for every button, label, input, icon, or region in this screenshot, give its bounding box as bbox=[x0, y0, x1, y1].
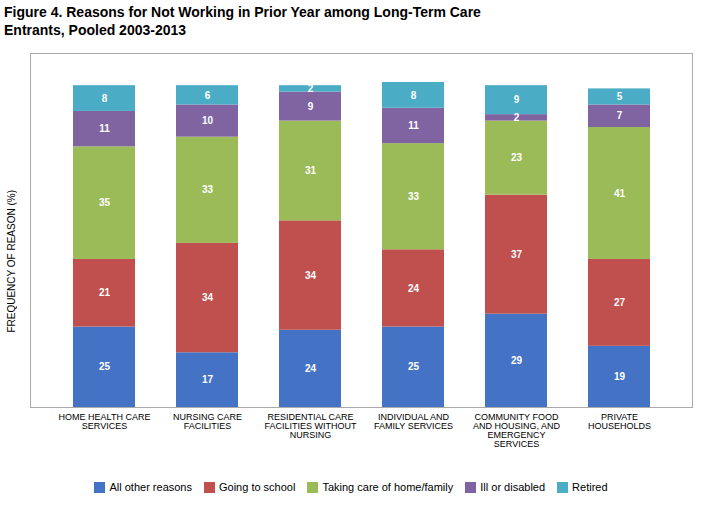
svg-text:2: 2 bbox=[308, 83, 314, 94]
svg-text:19: 19 bbox=[614, 371, 626, 382]
svg-text:25: 25 bbox=[408, 361, 420, 372]
html-text:All other reasons: All other reasons bbox=[109, 481, 192, 493]
html-text:Retired: Retired bbox=[572, 481, 608, 493]
svg-text:8: 8 bbox=[411, 90, 417, 101]
html-text:Entrants, Pooled 2003-2013: Entrants, Pooled 2003-2013 bbox=[4, 22, 187, 38]
svg-text:24: 24 bbox=[408, 283, 420, 294]
svg-text:33: 33 bbox=[202, 184, 214, 195]
svg-text:33: 33 bbox=[408, 191, 420, 202]
svg-text:6: 6 bbox=[205, 90, 211, 101]
svg-text:8: 8 bbox=[102, 93, 108, 104]
svg-text:25: 25 bbox=[99, 361, 111, 372]
svg-text:27: 27 bbox=[614, 297, 626, 308]
svg-text:11: 11 bbox=[99, 123, 110, 134]
svg-text:23: 23 bbox=[511, 152, 523, 163]
html-text:Ill or disabled: Ill or disabled bbox=[480, 481, 546, 493]
svg-text:INDIVIDUAL ANDFAMILY SERVICES: INDIVIDUAL ANDFAMILY SERVICES bbox=[374, 412, 453, 431]
svg-text:2: 2 bbox=[514, 112, 520, 123]
svg-text:10: 10 bbox=[202, 115, 214, 126]
svg-text:29: 29 bbox=[511, 355, 523, 366]
svg-text:31: 31 bbox=[305, 165, 317, 176]
html-text:Going to school: Going to school bbox=[219, 481, 296, 493]
svg-text:9: 9 bbox=[514, 94, 520, 105]
svg-text:21: 21 bbox=[99, 287, 111, 298]
svg-text:37: 37 bbox=[511, 249, 523, 260]
svg-text:NURSING CAREFACILITIES: NURSING CAREFACILITIES bbox=[173, 412, 242, 431]
svg-text:RESIDENTIAL CAREFACILITIES WIT: RESIDENTIAL CAREFACILITIES WITHOUTNURSIN… bbox=[264, 412, 357, 440]
html-text:FREQUENCY OF REASON (%): FREQUENCY OF REASON (%) bbox=[5, 189, 17, 333]
svg-text:24: 24 bbox=[305, 363, 317, 374]
svg-text:PRIVATEHOUSEHOLDS: PRIVATEHOUSEHOLDS bbox=[588, 412, 651, 431]
svg-text:17: 17 bbox=[202, 374, 214, 385]
svg-text:35: 35 bbox=[99, 197, 111, 208]
svg-text:41: 41 bbox=[614, 188, 626, 199]
svg-text:11: 11 bbox=[408, 120, 419, 131]
svg-text:COMMUNITY FOODAND HOUSING, AND: COMMUNITY FOODAND HOUSING, ANDEMERGENCYS… bbox=[473, 412, 561, 449]
svg-text:HOME HEALTH CARESERVICES: HOME HEALTH CARESERVICES bbox=[59, 412, 151, 431]
svg-text:34: 34 bbox=[305, 270, 317, 281]
svg-text:9: 9 bbox=[308, 101, 314, 112]
svg-text:5: 5 bbox=[617, 91, 623, 102]
html-text:Figure 4. Reasons for Not Work: Figure 4. Reasons for Not Working in Pri… bbox=[4, 4, 481, 20]
html-text:Taking care of home/family: Taking care of home/family bbox=[322, 481, 454, 493]
svg-text:34: 34 bbox=[202, 292, 214, 303]
svg-text:7: 7 bbox=[617, 110, 623, 121]
